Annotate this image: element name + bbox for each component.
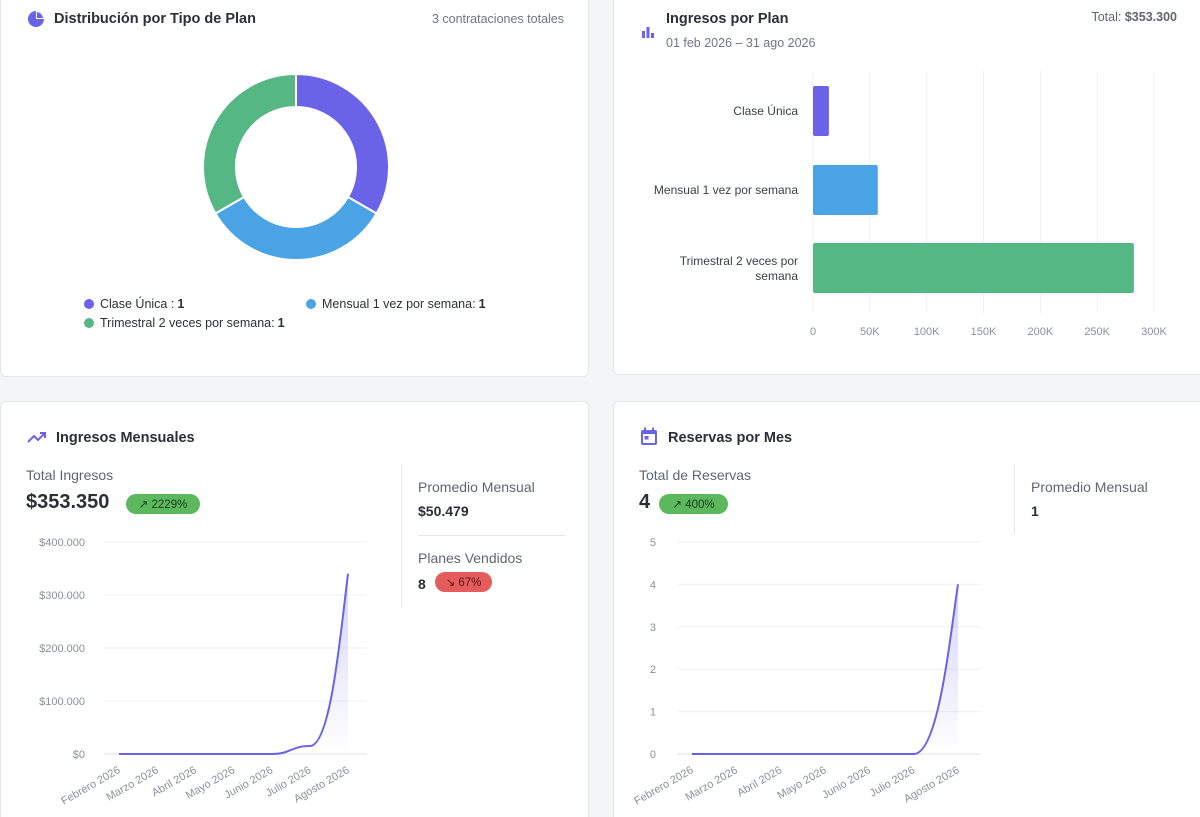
plans-sold-label: Planes Vendidos [418,550,523,566]
y-tick-label: 3 [650,622,656,634]
legend-label: Mensual 1 vez por semana: [322,297,476,311]
divider [418,535,565,536]
category-label-line: Trimestral 2 veces por [680,254,798,268]
legend-value: 1 [478,297,486,311]
total-income-label: Total: $353.300 [1091,10,1177,24]
bar[interactable] [813,86,829,136]
series-line[interactable] [118,573,349,755]
x-tick-label: 150K [971,326,997,338]
x-tick-label: 0 [810,326,816,338]
monthly-income-card: Ingresos Mensuales Total Ingresos $353.3… [0,401,589,817]
divider [1014,464,1015,534]
calendar-icon [641,427,657,445]
x-tick-label: 50K [860,326,880,338]
y-tick-label: $400.000 [39,537,85,549]
legend-item[interactable]: Trimestral 2 veces por semana: 1 [84,316,285,330]
total-label: Total: [1091,10,1122,24]
x-tick-label: Febrero 2026 [632,764,695,807]
x-tick-label: Junio 2026 [820,764,873,801]
bar[interactable] [813,243,1134,293]
y-tick-label: 5 [650,537,656,549]
legend-value: 1 [177,297,185,311]
total-income-label: Total Ingresos [26,467,114,483]
decline-badge: ↘ 67% [435,572,492,592]
avg-monthly-label: Promedio Mensual [1031,479,1148,495]
card-title: Ingresos Mensuales [56,430,195,446]
horizontal-bar-chart: 0 50K 100K 150K 200K 250K 300K Clase Única Mensu… [654,71,1168,338]
bar-chart-icon [642,27,654,38]
legend-value: 1 [277,316,285,330]
divider [401,464,402,608]
x-tick-label: 250K [1084,326,1110,338]
total-reservations-label: Total de Reservas [639,467,752,483]
avg-monthly-label: Promedio Mensual [418,479,535,495]
category-label-line: semana [755,269,798,283]
y-tick-label: 2 [650,664,656,676]
y-tick-label: $200.000 [39,643,85,655]
reservations-card: Reservas por Mes Total de Reservas 4 ↗ 4… [613,401,1200,817]
y-tick-label: $0 [73,749,85,761]
area-fill [692,584,958,754]
growth-badge: ↗ 400% [659,494,728,514]
growth-badge: ↗ 2229% [126,494,200,514]
total-reservations-value: 4 [639,491,651,513]
y-tick-label: $100.000 [39,696,85,708]
area-fill [119,573,348,754]
donut-slice[interactable] [202,72,297,215]
avg-monthly-value: 1 [1031,503,1039,519]
legend-label: Trimestral 2 veces por semana: [100,316,275,330]
donut-chart [202,72,390,261]
y-tick-label: 4 [650,579,656,591]
legend-swatch [306,299,316,309]
x-tick-label: Mayo 2026 [775,764,828,802]
plans-sold-value: 8 [418,576,426,592]
legend-label: Clase Única : [100,297,175,311]
total-value: $353.300 [1124,10,1177,24]
card-title: Distribución por Tipo de Plan [54,11,256,27]
monthly-income-area-chart: $0$100.000$200.000$300.000$400.000Febrer… [39,537,367,808]
legend-item[interactable]: Mensual 1 vez por semana: 1 [306,297,486,311]
bar[interactable] [813,165,878,215]
avg-monthly-value: $50.479 [418,503,469,519]
y-tick-label: $300.000 [39,590,85,602]
series-line[interactable] [691,584,959,755]
donut-slice[interactable] [295,72,390,215]
category-label: Mensual 1 vez por semana [654,183,798,197]
pie-chart-icon [28,11,44,27]
legend-swatch [84,299,94,309]
y-tick-label: 1 [650,707,656,719]
donut-slice[interactable] [214,195,378,261]
card-title: Ingresos por Plan [666,11,789,27]
plan-distribution-card: Distribución por Tipo de Plan 3 contrata… [0,0,589,377]
legend-swatch [84,318,94,328]
category-label: Trimestral 2 veces por semana [680,254,799,283]
y-tick-label: 0 [650,749,656,761]
date-range: 01 feb 2026 – 31 ago 2026 [666,36,816,50]
x-tick-label: 100K [914,326,940,338]
x-tick-label: 200K [1027,326,1053,338]
x-tick-label: 300K [1141,326,1167,338]
card-title: Reservas por Mes [668,430,793,446]
legend-item[interactable]: Clase Única : 1 [84,297,184,311]
category-label: Clase Única [733,103,798,118]
total-income-value: $353.350 [26,491,110,513]
income-by-plan-card: Ingresos por Plan 01 feb 2026 – 31 ago 2… [613,0,1200,375]
total-contracts-note: 3 contrataciones totales [431,12,564,26]
trending-up-icon [27,432,46,443]
